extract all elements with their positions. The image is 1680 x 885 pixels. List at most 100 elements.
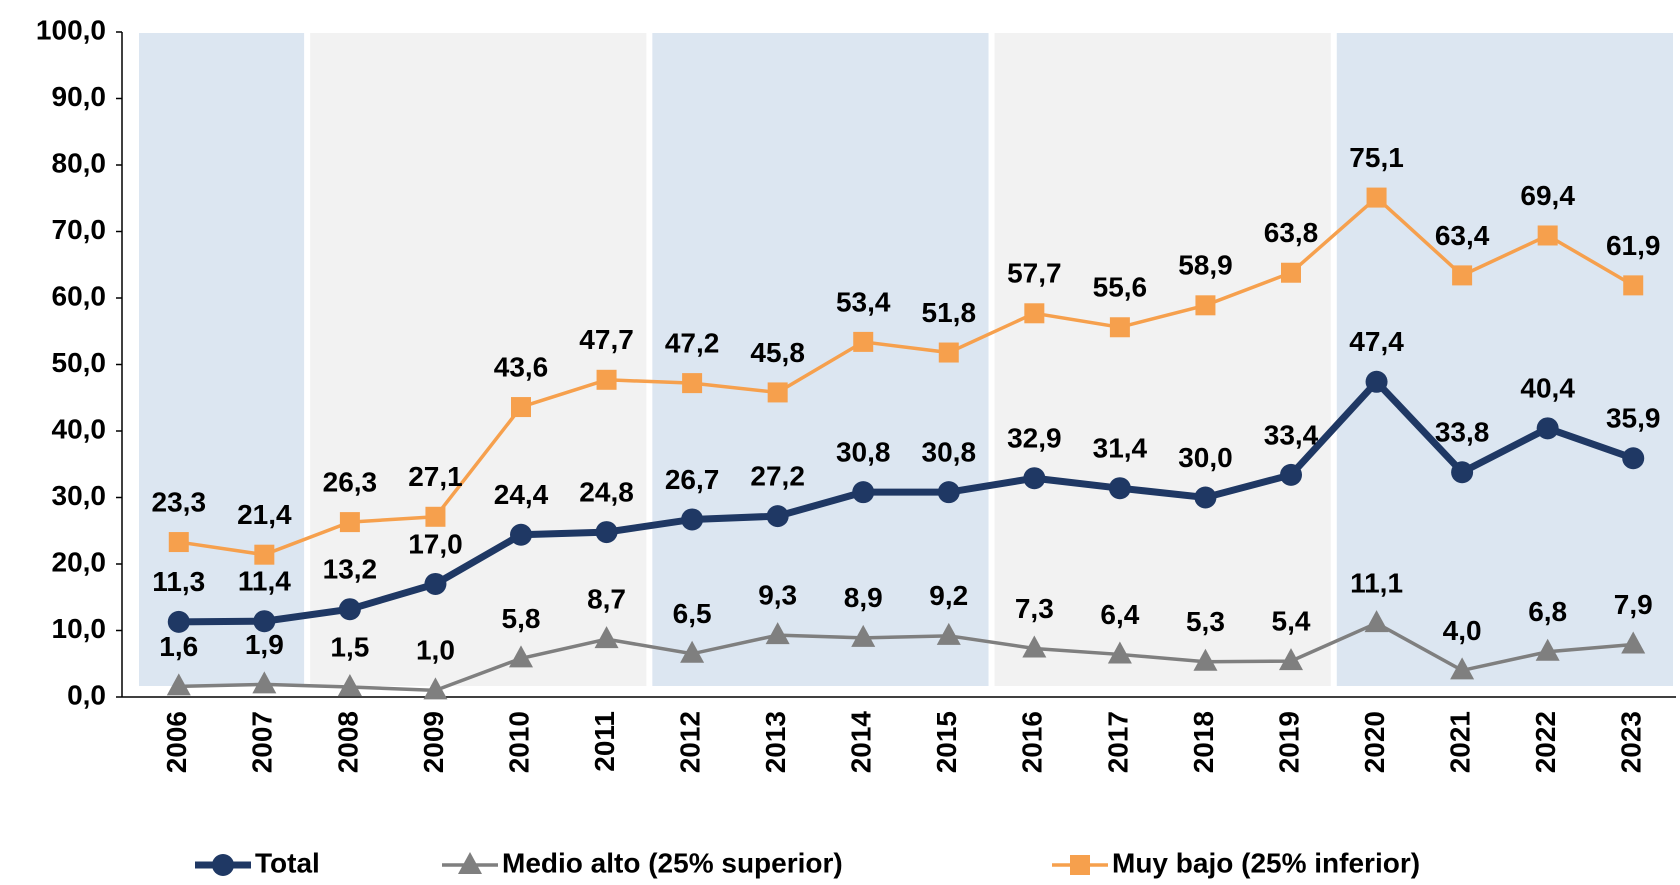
y-tick-label: 70,0: [52, 214, 107, 245]
data-point: [338, 598, 361, 621]
data-point: [510, 523, 532, 546]
data-label: 27,1: [408, 461, 463, 492]
data-point: [423, 677, 448, 700]
data-label: 8,9: [844, 582, 883, 613]
legend-label: Total: [255, 847, 320, 878]
x-tick-label: 2019: [1273, 711, 1304, 773]
period-band: [1334, 31, 1676, 688]
data-label: 13,2: [323, 554, 378, 585]
data-point: [936, 622, 961, 645]
data-label: 57,7: [1007, 258, 1062, 289]
data-label: 6,5: [673, 598, 712, 629]
data-point: [1537, 225, 1558, 246]
data-point: [253, 610, 276, 633]
data-label: 45,8: [750, 337, 805, 368]
data-label: 27,2: [750, 461, 805, 492]
data-label: 47,7: [579, 324, 634, 355]
data-label: 26,3: [323, 466, 378, 497]
data-label: 5,3: [1186, 606, 1225, 637]
y-tick-label: 10,0: [52, 613, 107, 644]
data-point: [1621, 631, 1646, 654]
data-point: [1622, 447, 1645, 470]
data-point: [680, 640, 705, 663]
data-label: 51,8: [922, 297, 977, 328]
data-point: [1193, 648, 1218, 671]
period-band: [308, 31, 649, 688]
data-label: 1,0: [416, 635, 455, 666]
x-tick-label: 2014: [846, 711, 877, 774]
data-label: 47,2: [665, 328, 720, 359]
x-tick-label: 2011: [589, 711, 620, 772]
x-tick-label: 2017: [1102, 711, 1133, 773]
x-tick-label: 2023: [1616, 711, 1647, 773]
data-label: 31,4: [1093, 433, 1148, 464]
data-point: [1279, 648, 1303, 671]
data-point: [424, 572, 447, 595]
x-tick-label: 2008: [332, 711, 363, 773]
data-point: [1281, 262, 1301, 283]
data-label: 11,3: [152, 566, 205, 597]
data-point: [425, 506, 446, 527]
data-point: [1024, 303, 1045, 324]
data-point: [1195, 295, 1216, 316]
x-tick-label: 2010: [503, 711, 534, 773]
data-point: [852, 481, 875, 504]
x-tick-label: 2022: [1530, 711, 1561, 773]
data-label: 61,9: [1606, 230, 1661, 261]
data-point: [596, 369, 617, 390]
legend-marker: [1070, 855, 1090, 875]
x-tick-label: 2021: [1445, 711, 1476, 773]
data-label: 58,9: [1178, 250, 1233, 281]
data-label: 33,8: [1435, 417, 1490, 448]
data-point: [1536, 417, 1559, 440]
data-point: [1108, 477, 1131, 500]
data-point: [254, 544, 275, 565]
data-label: 33,4: [1264, 419, 1319, 450]
data-label: 40,4: [1520, 373, 1575, 404]
legend-marker: [212, 854, 234, 876]
y-tick-label: 30,0: [52, 480, 107, 511]
data-point: [509, 645, 533, 668]
data-label: 7,9: [1614, 589, 1653, 620]
x-tick-label: 2009: [418, 711, 449, 773]
data-point: [339, 512, 360, 533]
data-label: 53,4: [836, 286, 891, 317]
data-label: 5,8: [502, 603, 541, 634]
data-point: [767, 382, 788, 403]
data-label: 63,4: [1435, 220, 1490, 251]
data-point: [681, 508, 704, 531]
x-tick-label: 2020: [1359, 711, 1390, 773]
data-point: [682, 373, 703, 394]
period-band: [137, 31, 307, 688]
data-point: [937, 481, 960, 504]
y-tick-label: 90,0: [52, 81, 107, 112]
data-point: [1194, 486, 1217, 509]
data-point: [167, 610, 190, 633]
data-label: 11,1: [1350, 568, 1403, 599]
data-label: 69,4: [1520, 180, 1575, 211]
series-line: [178, 195, 1635, 557]
data-point: [337, 674, 362, 697]
data-point: [1107, 641, 1132, 664]
data-label: 6,4: [1100, 599, 1139, 630]
data-label: 9,3: [758, 580, 797, 611]
data-point: [252, 671, 277, 694]
legend-label: Muy bajo (25% inferior): [1112, 847, 1420, 878]
data-label: 1,6: [159, 631, 198, 662]
data-point: [1280, 463, 1302, 486]
data-label: 63,8: [1264, 217, 1319, 248]
data-point: [765, 622, 790, 645]
y-tick-label: 20,0: [52, 546, 107, 577]
data-label: 75,1: [1349, 142, 1404, 173]
data-label: 47,4: [1349, 326, 1404, 357]
data-label: 55,6: [1093, 272, 1148, 303]
data-point: [1623, 275, 1644, 296]
data-point: [595, 521, 618, 544]
x-tick-label: 2016: [1017, 711, 1048, 773]
data-label: 4,0: [1443, 615, 1482, 646]
data-point: [1364, 610, 1389, 633]
y-tick-label: 60,0: [52, 280, 107, 311]
data-label: 1,9: [245, 629, 284, 660]
x-tick-label: 2012: [675, 711, 706, 773]
